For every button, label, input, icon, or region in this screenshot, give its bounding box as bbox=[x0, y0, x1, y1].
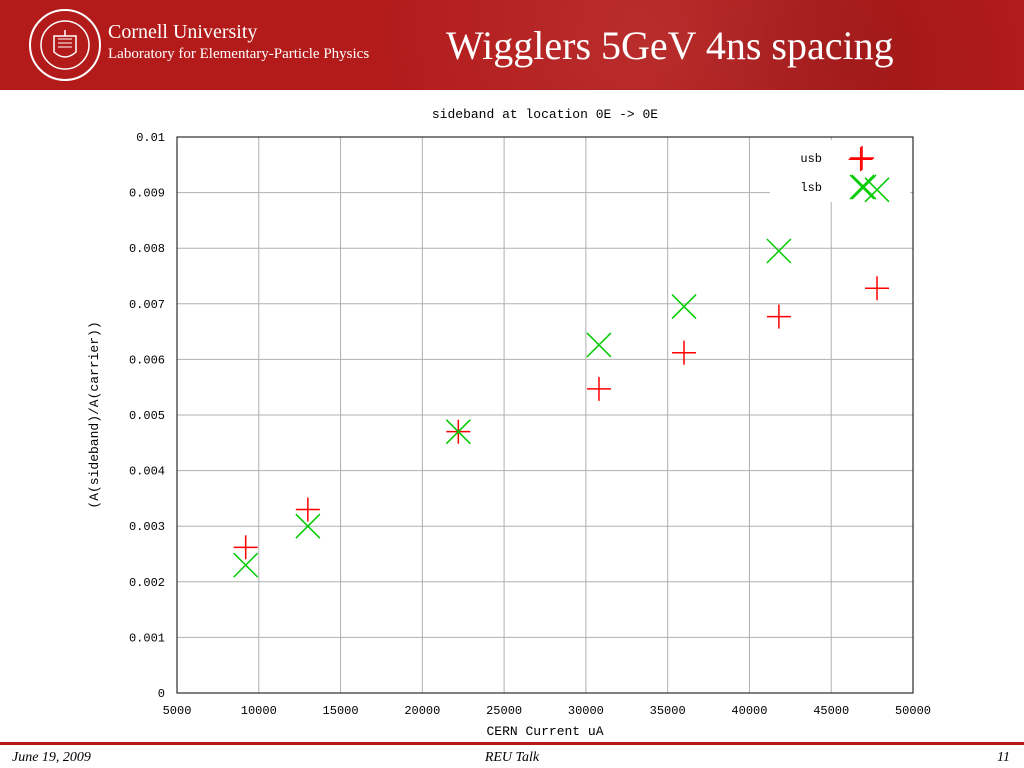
x-axis-label: CERN Current uA bbox=[486, 724, 603, 739]
lsb-point bbox=[586, 332, 612, 358]
x-tick-label: 20000 bbox=[404, 704, 440, 718]
university-name: Cornell University bbox=[108, 21, 258, 43]
usb-point bbox=[865, 276, 890, 301]
data-marks bbox=[233, 147, 890, 578]
cross-marker-b bbox=[849, 174, 875, 200]
plot-frame bbox=[176, 136, 914, 694]
lsb-point bbox=[766, 238, 792, 264]
legend-marker bbox=[850, 146, 874, 170]
grid bbox=[177, 137, 913, 693]
usb-point bbox=[586, 376, 611, 401]
y-tick-label: 0.009 bbox=[129, 187, 165, 201]
cross-marker-b bbox=[445, 419, 471, 445]
cross-marker-b bbox=[851, 174, 877, 200]
cross-marker-b bbox=[233, 552, 259, 578]
legend-marker bbox=[849, 174, 875, 200]
chart-title: sideband at location 0E -> 0E bbox=[432, 107, 658, 122]
scatter-chart: 5000 10000 15000 20000 25000 30000 35000 40000 4… bbox=[0, 96, 1024, 746]
x-tick-label: 35000 bbox=[650, 704, 686, 718]
cross-marker-b bbox=[766, 238, 792, 264]
footer-page-number: 11 bbox=[997, 750, 1010, 765]
x-tick-label: 50000 bbox=[895, 704, 931, 718]
lsb-point bbox=[295, 513, 321, 539]
cross-marker-b bbox=[586, 332, 612, 358]
x-tick-label: 25000 bbox=[486, 704, 522, 718]
x-tick-label: 10000 bbox=[241, 704, 277, 718]
y-tick-label: 0.006 bbox=[129, 353, 165, 367]
cross-marker-b bbox=[671, 294, 697, 320]
series-lsb bbox=[233, 174, 890, 578]
y-tick-label: 0 bbox=[158, 687, 165, 701]
y-tick-label: 0.004 bbox=[129, 465, 165, 479]
y-tick-label: 0.008 bbox=[129, 242, 165, 256]
y-axis-label: (A(sideband)/A(carrier)) bbox=[87, 321, 102, 508]
lsb-point bbox=[445, 419, 471, 445]
x-tick-label: 30000 bbox=[568, 704, 604, 718]
legend-label: lsb bbox=[800, 181, 822, 195]
brand-block: Cornell University Laboratory for Elemen… bbox=[108, 20, 369, 64]
usb-point bbox=[672, 340, 697, 365]
usb-point bbox=[233, 535, 258, 560]
usb-point bbox=[848, 147, 873, 172]
legend-label: usb bbox=[800, 152, 822, 166]
legend: usb lsb bbox=[770, 140, 910, 202]
header-texture bbox=[0, 0, 1024, 90]
footer-date: June 19, 2009 bbox=[12, 750, 91, 765]
y-tick-label: 0.005 bbox=[129, 409, 165, 423]
x-tick-label: 45000 bbox=[813, 704, 849, 718]
footer-talk: REU Talk bbox=[484, 750, 540, 765]
legend-box bbox=[770, 140, 910, 202]
cross-marker-b bbox=[295, 513, 321, 539]
lab-name: Laboratory for Elementary-Particle Physi… bbox=[108, 46, 370, 62]
series-usb bbox=[233, 147, 890, 560]
y-tick-label: 0.002 bbox=[129, 576, 165, 590]
cross-marker-b bbox=[864, 177, 890, 203]
y-tick-label: 0.001 bbox=[129, 631, 165, 645]
lsb-point bbox=[671, 294, 697, 320]
cornell-seal-icon bbox=[29, 9, 101, 81]
y-tick-label: 0.007 bbox=[129, 298, 165, 312]
lsb-point bbox=[864, 177, 890, 203]
y-tick-label: 0.01 bbox=[136, 131, 165, 145]
usb-point bbox=[766, 304, 791, 329]
tick-labels: 5000 10000 15000 20000 25000 30000 35000 40000 4… bbox=[129, 131, 931, 718]
lsb-point bbox=[233, 552, 259, 578]
usb-point bbox=[295, 497, 320, 522]
x-tick-label: 5000 bbox=[163, 704, 192, 718]
header-band: Cornell University Laboratory for Elemen… bbox=[0, 0, 1024, 90]
slide-title: Wigglers 5GeV 4ns spacing bbox=[446, 23, 894, 68]
y-tick-label: 0.003 bbox=[129, 520, 165, 534]
x-tick-label: 15000 bbox=[323, 704, 359, 718]
footer-rule bbox=[0, 742, 1024, 745]
x-tick-label: 40000 bbox=[731, 704, 767, 718]
